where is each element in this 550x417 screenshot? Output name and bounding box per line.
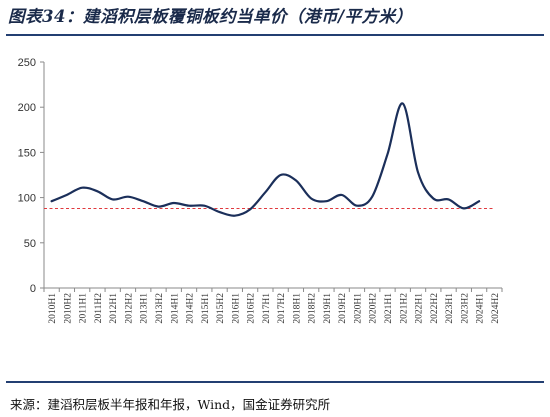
x-tick-label: 2024H1 [476,293,486,324]
x-tick-label: 2014H1 [170,293,180,324]
x-tick-label: 2011H2 [94,293,104,324]
x-tick-label: 2013H1 [140,293,150,324]
x-tick-label: 2016H1 [231,293,241,324]
line-chart: 0 50 100 150 200 250 2010H1 2010H2 2011H1 2011H2 2… [18,57,503,324]
x-tick-label: 2024H2 [491,293,501,324]
footer-rule [6,381,544,383]
x-tick-label: 2020H1 [353,293,363,324]
x-tick-label: 2017H2 [277,293,287,324]
x-tick-label: 2023H1 [445,293,455,324]
x-tick-label: 2022H2 [430,293,440,324]
x-tick-label: 2012H1 [109,293,119,324]
x-tick-label: 2012H2 [124,293,134,324]
source-note: 来源：建滔积层板半年报和年报，Wind，国金证券研究所 [10,397,331,412]
x-tick-label: 2018H2 [308,293,318,324]
y-tick-label: 200 [18,102,36,114]
x-tick-label: 2015H1 [201,293,211,324]
series-line [50,102,481,217]
x-tick-label: 2014H2 [186,293,196,324]
y-tick-label: 150 [18,147,36,159]
x-tick-label: 2019H1 [323,293,333,324]
x-tick-label: 2021H1 [384,293,394,324]
x-tick-label: 2010H2 [63,293,73,324]
x-tick-label: 2010H1 [48,293,58,324]
y-tick-label: 250 [18,57,36,69]
y-tick-label: 100 [18,193,36,205]
x-tick-label: 2018H1 [292,293,302,324]
x-tick-label: 2017H1 [262,293,272,324]
title-rule [6,34,544,36]
x-tick-label: 2019H2 [338,293,348,324]
x-tick-label: 2013H2 [155,293,165,324]
x-tick-label: 2021H2 [399,293,409,324]
y-tick-label: 50 [24,238,36,250]
x-tick-label: 2020H2 [369,293,379,324]
x-tick-label: 2016H2 [247,293,257,324]
page-title: 图表34：建滔积层板覆铜板约当单价（港币/平方米） [8,7,413,26]
x-tick-label: 2023H2 [460,293,470,324]
x-tick-label: 2011H1 [79,293,89,324]
x-tick-label: 2015H2 [216,293,226,324]
x-tick-label: 2022H1 [415,293,425,324]
y-tick-label: 0 [30,283,36,295]
